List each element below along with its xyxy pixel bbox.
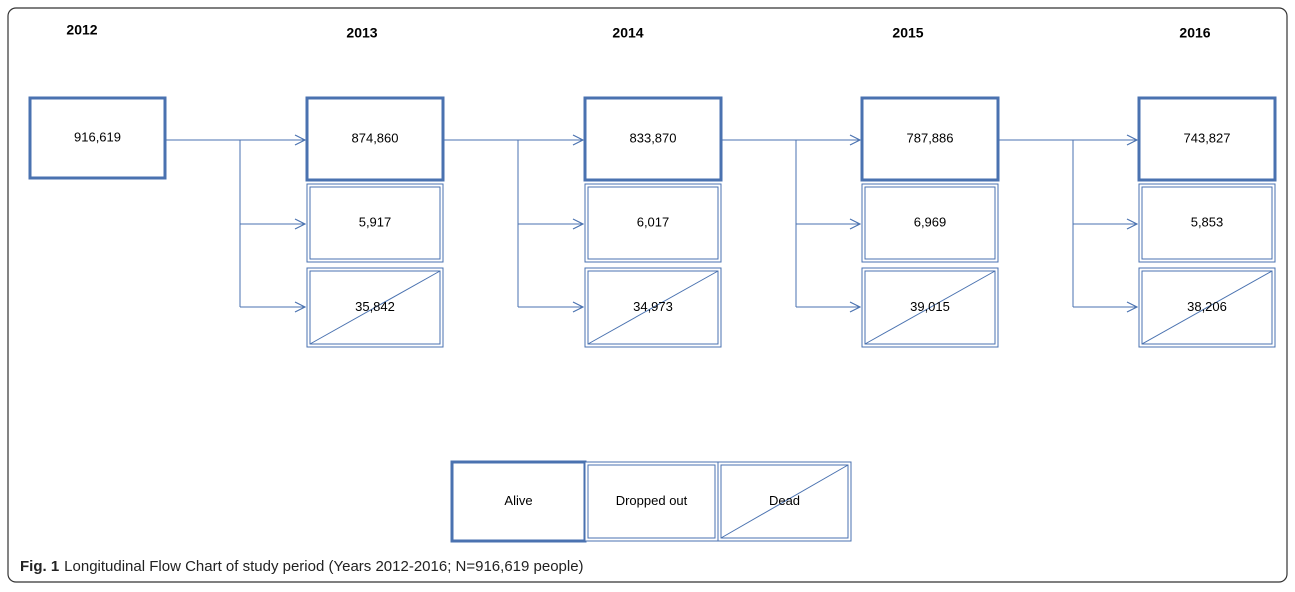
legend-dropped-inner bbox=[587, 464, 716, 539]
dropped-box-label: 5,853 bbox=[1191, 214, 1224, 229]
year-label: 2013 bbox=[346, 25, 377, 41]
alive-box-label: 833,870 bbox=[630, 130, 677, 145]
dropped-box bbox=[584, 183, 722, 263]
caption: Fig. 1 Longitudinal Flow Chart of study p… bbox=[20, 558, 584, 575]
diagonal bbox=[587, 270, 719, 345]
diagonal bbox=[864, 270, 996, 345]
diagonal bbox=[309, 270, 441, 345]
start-box bbox=[28, 96, 167, 180]
year-label: 2014 bbox=[612, 25, 643, 41]
dropped-box bbox=[1138, 183, 1276, 263]
start-box-label: 916,619 bbox=[74, 129, 121, 144]
dead-box-label: 35,842 bbox=[355, 299, 395, 314]
dropped-box-label: 5,917 bbox=[359, 214, 392, 229]
legend-dropped bbox=[584, 461, 719, 542]
alive-box-label: 874,860 bbox=[352, 130, 399, 145]
diagonal bbox=[1141, 270, 1273, 345]
dead-box-label: 34,973 bbox=[633, 299, 673, 314]
alive-box-label: 787,886 bbox=[907, 130, 954, 145]
alive-box-label: 743,827 bbox=[1184, 130, 1231, 145]
legend-alive-label: Alive bbox=[504, 493, 532, 508]
dropped-box-inner bbox=[864, 186, 996, 260]
dead-box-label: 39,015 bbox=[910, 299, 950, 314]
legend-dropped-label: Dropped out bbox=[616, 493, 688, 508]
alive-box bbox=[860, 96, 1000, 182]
diagonal bbox=[720, 464, 849, 539]
caption-text: Longitudinal Flow Chart of study period … bbox=[64, 558, 583, 575]
dead-box-inner bbox=[1141, 270, 1273, 345]
alive-box bbox=[305, 96, 445, 182]
year-label: 2016 bbox=[1179, 25, 1210, 41]
year-label: 2015 bbox=[892, 25, 923, 41]
dropped-box bbox=[861, 183, 999, 263]
caption-label: Fig. 1 bbox=[20, 558, 59, 575]
frame bbox=[7, 7, 1288, 583]
dropped-box-inner bbox=[1141, 186, 1273, 260]
legend-dead-inner bbox=[720, 464, 849, 539]
dropped-box-inner bbox=[587, 186, 719, 260]
legend-alive bbox=[450, 460, 587, 543]
dropped-box-inner bbox=[309, 186, 441, 260]
dead-box bbox=[306, 267, 444, 348]
dropped-box-label: 6,017 bbox=[637, 214, 670, 229]
dropped-box bbox=[306, 183, 444, 263]
dead-box-inner bbox=[587, 270, 719, 345]
legend-dead-label: Dead bbox=[769, 493, 800, 508]
dead-box-inner bbox=[864, 270, 996, 345]
year-label: 2012 bbox=[66, 22, 97, 38]
dropped-box-label: 6,969 bbox=[914, 214, 947, 229]
dead-box-inner bbox=[309, 270, 441, 345]
alive-box bbox=[1137, 96, 1277, 182]
dead-box-label: 38,206 bbox=[1187, 299, 1227, 314]
alive-box bbox=[583, 96, 723, 182]
